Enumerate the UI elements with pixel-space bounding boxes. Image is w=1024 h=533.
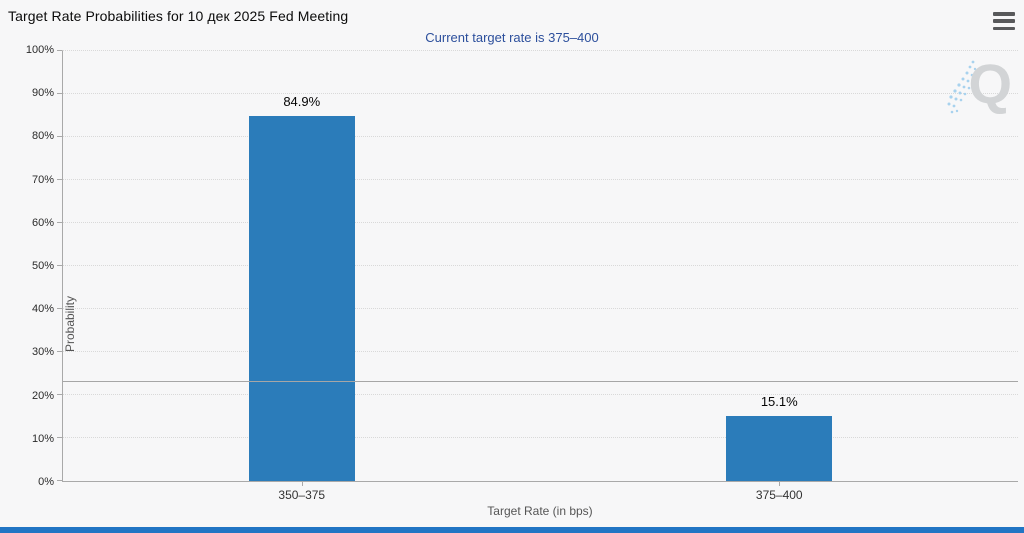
y-grid-line — [63, 351, 1018, 352]
x-axis-tick-mark — [301, 481, 303, 486]
chart-title: Target Rate Probabilities for 10 дек 202… — [8, 8, 349, 24]
x-axis-title: Target Rate (in bps) — [487, 504, 593, 518]
y-tick-label: 90% — [31, 87, 54, 100]
y-axis-tick-mark — [57, 308, 62, 309]
y-grid-line — [63, 136, 1018, 137]
watermark-sparkle-icon — [947, 60, 977, 114]
y-tick-label: 80% — [31, 130, 54, 143]
hamburger-bar — [993, 19, 1015, 23]
y-grid-line — [63, 179, 1018, 180]
y-axis-tick-mark — [57, 480, 62, 481]
y-axis-tick-mark — [57, 179, 62, 180]
y-tick-label: 60% — [31, 216, 54, 229]
y-axis-tick-mark — [57, 265, 62, 266]
y-axis-tick-mark — [57, 50, 62, 51]
watermark-letter: Q — [968, 52, 1012, 115]
x-tick-label: 375–400 — [755, 488, 803, 502]
y-tick-label: 40% — [31, 303, 54, 316]
watermark-logo: Q — [946, 56, 1018, 118]
y-grid-line — [63, 265, 1018, 266]
y-tick-label: 100% — [25, 44, 54, 56]
y-tick-label: 70% — [31, 173, 54, 186]
x-tick-label: 350–375 — [278, 488, 326, 502]
y-axis-tick-mark — [57, 351, 62, 352]
y-tick-label: 0% — [38, 476, 54, 488]
probability-bar[interactable] — [726, 416, 833, 481]
y-tick-label: 50% — [31, 260, 54, 272]
y-grid-line — [63, 308, 1018, 309]
y-tick-label: 20% — [31, 389, 54, 402]
reference-line — [63, 381, 1018, 383]
x-axis-tick-mark — [779, 481, 781, 486]
y-axis-title: Probability — [63, 295, 77, 353]
hamburger-bar — [993, 12, 1015, 16]
y-axis-tick-mark — [57, 93, 62, 94]
probability-bar[interactable] — [248, 115, 355, 481]
bar-value-label: 84.9% — [283, 93, 321, 109]
y-axis-tick-labels: 0% 10% 20% 30% 40% 50% 60% 70% 80% 90% 100% — [0, 44, 57, 488]
y-axis-tick-mark — [57, 437, 62, 438]
y-grid-line — [63, 437, 1018, 438]
y-axis-tick-mark — [57, 136, 62, 137]
y-axis-tick-mark — [57, 394, 62, 395]
bar-value-label: 15.1% — [760, 394, 798, 410]
y-tick-label: 30% — [31, 346, 54, 359]
hamburger-bar — [993, 26, 1015, 30]
plot-area: Probability 84.9% 350–375 15.1% 375–400 — [57, 50, 1018, 502]
y-tick-label: 10% — [31, 432, 54, 445]
y-grid-line — [63, 93, 1018, 94]
y-grid-line — [63, 394, 1018, 395]
y-grid-line — [63, 222, 1018, 223]
y-axis-tick-mark — [57, 222, 62, 223]
bottom-accent-bar — [0, 527, 1024, 533]
hamburger-menu-icon[interactable] — [992, 11, 1016, 31]
chart-subtitle: Current target rate is 375–400 — [425, 30, 599, 45]
